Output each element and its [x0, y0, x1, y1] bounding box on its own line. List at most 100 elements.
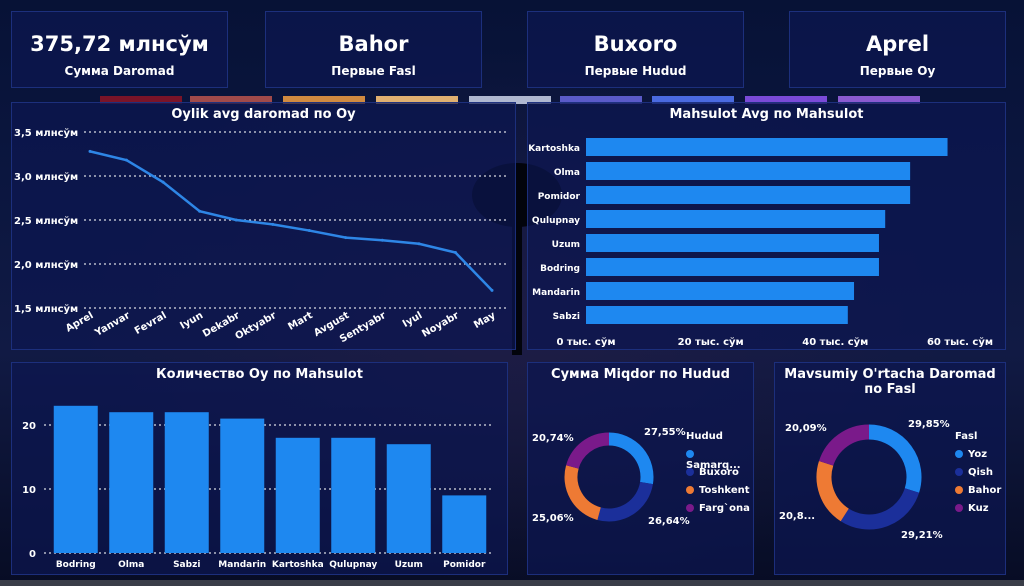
donut-hudud-card[interactable]: Сумма Miqdor по Hudud 27,55% 26,64% 25,0… [527, 362, 754, 575]
kpi-card-season[interactable]: Bahor Первые Fasl [265, 11, 482, 88]
x-tick-label: Sabzi [173, 560, 200, 570]
kpi-card-month[interactable]: Aprel Первые Oy [789, 11, 1006, 88]
window-bottom-bar [0, 580, 1024, 586]
hbar-chart: Kartoshka Olma Pomidor Qulupnay Uzum Bodring M… [528, 138, 993, 348]
legend-item[interactable]: Kuz [955, 503, 989, 514]
decor-strip [560, 96, 642, 104]
bar [164, 412, 209, 553]
x-tick-label: Fevral [133, 310, 169, 337]
pie-slice [868, 424, 922, 493]
bar [331, 437, 376, 553]
y-tick-label: 3,5 млнсўм [14, 127, 78, 139]
kpi-card-region[interactable]: Buxoro Первые Hudud [527, 11, 744, 88]
decor-strip [745, 96, 827, 104]
y-tick-label: Pomidor [538, 192, 581, 202]
column-chart: 0 10 20 Bodring Olma Sabzi Mandarin Kartoshka Qu… [22, 405, 492, 570]
decor-strip [838, 96, 920, 104]
legend-label: Kuz [968, 503, 989, 514]
pie-slice [564, 465, 602, 520]
kpi-card-revenue[interactable]: 375,72 млнсўм Сумма Daromad [11, 11, 228, 88]
x-tick-label: Olma [118, 560, 144, 570]
kpi-value: Aprel [865, 32, 930, 56]
kpi-value: 375,72 млнсўм [30, 32, 209, 56]
bar [442, 495, 487, 553]
decor-strip [283, 96, 365, 104]
bar [586, 306, 848, 324]
column-chart-card[interactable]: Количество Oy по Mahsulot 0 10 20 Bodring Ol… [11, 362, 508, 575]
decor-strip [469, 96, 551, 104]
bar [586, 138, 948, 156]
bar [386, 444, 431, 553]
bar [586, 234, 879, 252]
legend-item[interactable]: Buxoro [686, 467, 739, 478]
x-tick-label: 60 тыс. сўм [927, 336, 993, 348]
x-tick-label: 20 тыс. сўм [678, 336, 744, 348]
kpi-value: Bahor [338, 32, 409, 56]
decor-strip [100, 96, 182, 104]
x-tick-label: Oktyabr [233, 310, 278, 342]
pie-value-label: 26,64% [648, 516, 690, 527]
legend-item[interactable]: Farg`ona [686, 503, 750, 514]
legend-item[interactable]: Yoz [955, 449, 987, 460]
y-tick-label: Kartoshka [528, 144, 580, 154]
legend-label: Qish [968, 467, 993, 478]
x-tick-label: Mandarin [218, 560, 266, 570]
series-line [89, 150, 493, 292]
legend-item[interactable]: Bahor [955, 485, 1001, 496]
x-tick-label: Qulupnay [329, 560, 377, 570]
legend-dot-icon [686, 450, 694, 458]
bar [586, 186, 911, 204]
y-tick-label: 10 [22, 485, 36, 496]
line-point [234, 218, 238, 222]
y-tick-label: 20 [22, 421, 36, 432]
x-tick-label: Kartoshka [272, 560, 324, 570]
legend-label: Yoz [968, 449, 988, 460]
bar [586, 210, 886, 228]
legend-dot-icon [686, 504, 694, 512]
hbar-chart-card[interactable]: Mahsulot Avg по Mahsulot Kartoshka Olma Po… [527, 102, 1006, 350]
x-tick-label: Bodring [56, 560, 96, 570]
y-tick-label: 2,0 млнсўм [14, 259, 78, 271]
x-tick-label: Iyun [178, 310, 205, 332]
y-tick-label: Sabzi [553, 312, 580, 322]
pie-value-label: 20,8... [779, 511, 816, 522]
legend-dot-icon [686, 486, 694, 494]
pie-slice [566, 432, 610, 470]
bar [586, 258, 879, 276]
legend-item[interactable]: Toshkent [686, 485, 750, 496]
x-tick-label: Yanvar [92, 310, 132, 339]
bar [275, 437, 320, 553]
y-tick-label: 1,5 млнсўм [14, 303, 78, 315]
legend-item[interactable]: Samarq... [686, 449, 753, 471]
line-point [271, 222, 275, 226]
bar [586, 282, 855, 300]
pie-slice [597, 481, 653, 522]
x-tick-label: 0 тыс. сўм [556, 336, 615, 348]
kpi-label: Сумма Daromad [64, 64, 175, 78]
chart-title: Количество Oy по Mahsulot [156, 367, 363, 382]
pie-value-label: 25,06% [532, 513, 574, 524]
chart-title: Сумма Miqdor по Hudud [551, 367, 730, 382]
legend-dot-icon [955, 450, 963, 458]
x-tick-label: Pomidor [443, 560, 486, 570]
kpi-label: Первые Hudud [584, 64, 687, 78]
line-point [490, 288, 494, 292]
line-chart-card[interactable]: Oylik avg daromad по Oy 1,5 млнсўм 2,0 мл… [11, 102, 516, 350]
x-tick-label: 40 тыс. сўм [802, 336, 868, 348]
pie-slice [818, 424, 870, 466]
pie-value-label: 27,55% [644, 427, 686, 438]
legend-dot-icon [955, 486, 963, 494]
x-tick-label: Noyabr [420, 310, 461, 340]
legend-dot-icon [686, 468, 694, 476]
chart-title: Oylik avg daromad по Oy [171, 107, 356, 122]
donut-fasl-card[interactable]: Mavsumiy O'rtacha Daromad по Fasl 29,85%… [774, 362, 1006, 575]
bar [53, 405, 98, 553]
legend-label: Bahor [968, 485, 1002, 496]
x-tick-label: May [472, 310, 498, 331]
y-tick-label: Mandarin [532, 288, 580, 298]
pie-value-label: 29,21% [901, 530, 943, 541]
line-point [453, 251, 457, 255]
x-tick-label: Iyul [401, 310, 425, 330]
line-point [344, 236, 348, 240]
legend-item[interactable]: Qish [955, 467, 993, 478]
